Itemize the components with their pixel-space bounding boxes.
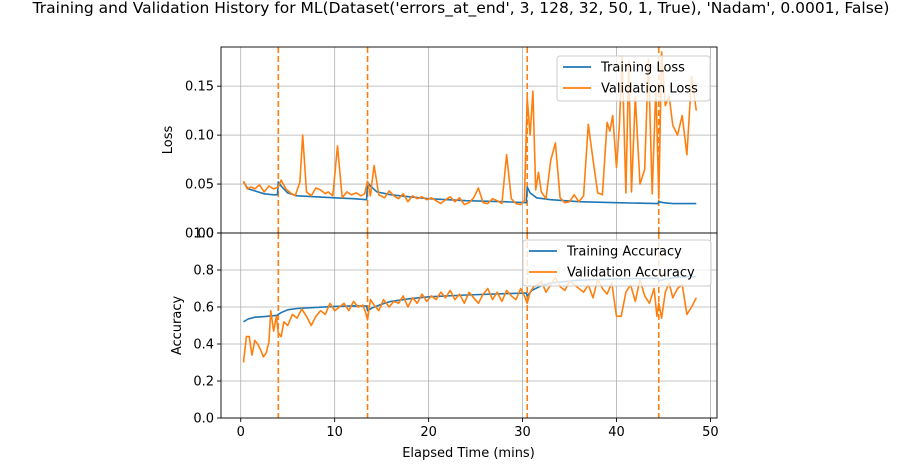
legend-box [556,55,711,102]
series-line-validation-loss [242,51,698,206]
axes-frame [220,232,718,419]
legend-label: Training Loss [600,61,685,76]
y-tick-label: 0.2 [193,375,214,390]
y-tick-label: 0.00 [185,227,214,242]
y-tick-label: 0.0 [193,412,214,427]
y-tick-label: 0.8 [193,264,214,279]
y-tick-label: 1.0 [193,227,214,242]
x-tick-label: 40 [608,425,625,440]
legend-label: Training Accuracy [566,245,682,260]
x-tick-label: 20 [420,425,437,440]
legend-box [522,239,712,287]
series-line-validation-accuracy [242,276,698,363]
legend: Training Accuracy Validation Accuracy [522,239,712,287]
y-tick-label: 0.15 [185,80,214,95]
x-axis-label: Elapsed Time (mins) [402,446,535,460]
y-tick-label: 0.05 [185,178,214,193]
y-axis-label: Loss [161,126,176,155]
panel-2: 0.0 0.2 0.4 0.6 0.8 1.0 0 10 20 30 40 50 Accuracy Tra… [170,227,719,441]
y-axis-label: Accuracy [170,296,185,356]
y-tick-label: 0.10 [185,129,214,144]
x-tick-label: 50 [702,425,719,440]
chart-title: Training and Validation History for ML(D… [32,0,890,18]
y-tick-label: 0.6 [193,301,214,316]
x-tick-label: 10 [326,425,343,440]
x-tick-label: 30 [514,425,531,440]
y-tick-label: 0.4 [193,338,214,353]
x-tick-label: 0 [237,425,245,440]
panel-1: 0.00 0.05 0.10 0.15 Loss Training Loss Validat… [161,46,718,242]
legend-label: Validation Loss [601,82,698,97]
legend-label: Validation Accuracy [567,266,695,281]
legend: Training Loss Validation Loss [556,55,711,102]
